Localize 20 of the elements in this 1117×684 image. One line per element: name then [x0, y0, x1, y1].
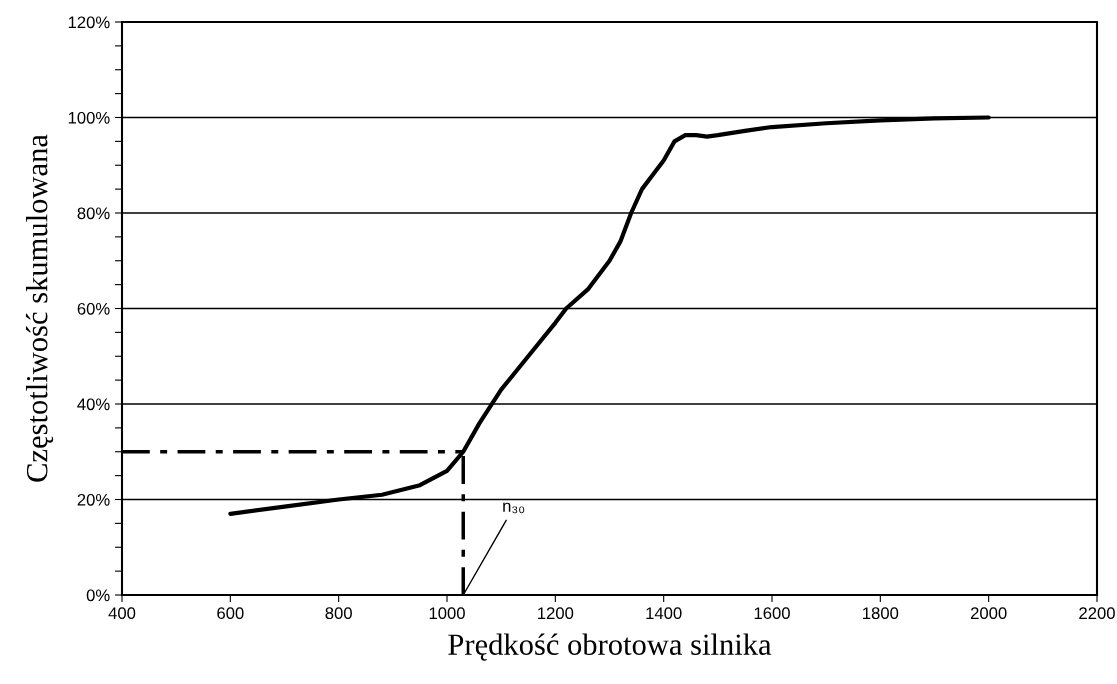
y-tick-label: 120%: [68, 16, 110, 29]
y-tick-label: 40%: [77, 398, 110, 411]
y-tick-label: 80%: [77, 207, 110, 220]
x-tick-label: 1400: [646, 607, 682, 620]
x-tick-label: 800: [325, 607, 352, 620]
x-tick-label: 2000: [970, 607, 1007, 620]
x-tick-label: 1000: [429, 607, 465, 620]
y-tick-label: 60%: [77, 302, 110, 315]
y-tick-label: 0%: [86, 589, 110, 602]
x-tick-label: 600: [217, 607, 244, 620]
x-tick-label: 1800: [863, 607, 899, 620]
x-tick-label: 1200: [538, 607, 574, 620]
x-axis-title: Prędkość obrotowa silnika: [448, 633, 772, 661]
x-tick-label: 2200: [1079, 607, 1115, 620]
y-tick-label: 20%: [77, 493, 110, 506]
x-tick-label: 1600: [754, 607, 790, 620]
y-tick-label: 100%: [68, 111, 110, 124]
y-axis-title: Częstotliwość skumulowana: [25, 134, 54, 482]
annotation: n₃₀: [503, 502, 525, 514]
x-tick-label: 400: [108, 607, 136, 620]
